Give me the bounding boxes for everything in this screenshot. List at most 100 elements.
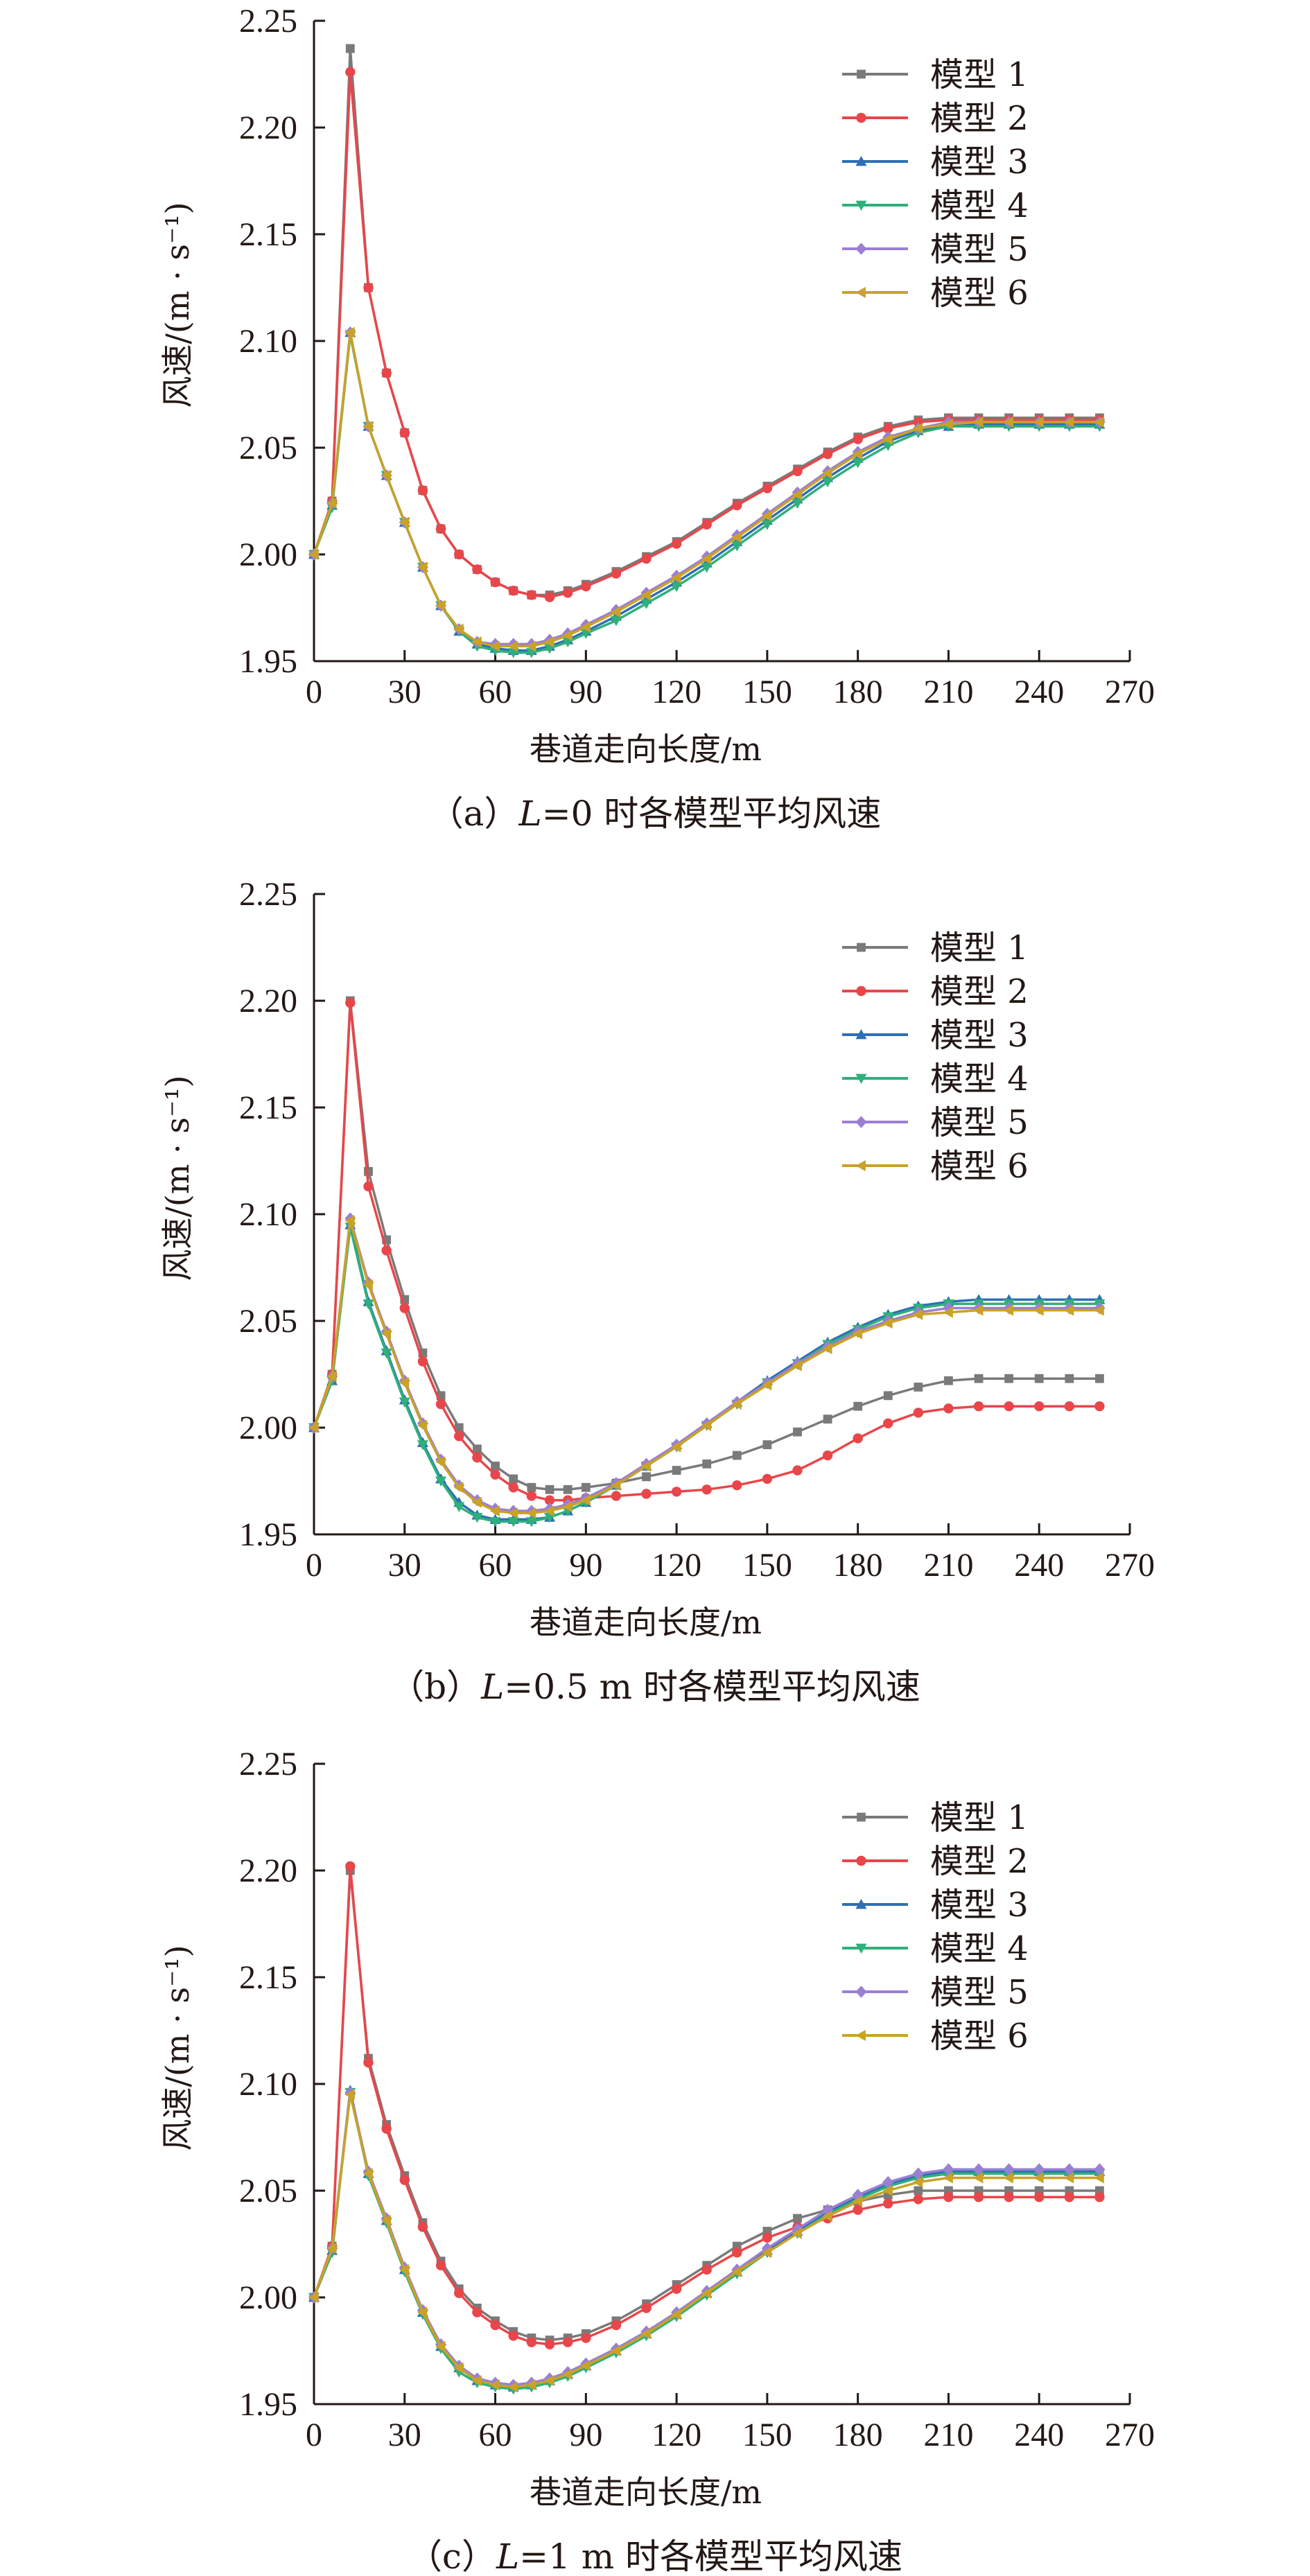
data-point — [914, 1383, 923, 1392]
data-point — [489, 1517, 501, 1527]
data-point — [1063, 1304, 1074, 1316]
legend-label: 模型 3 — [930, 1886, 1029, 1925]
data-point — [853, 434, 863, 444]
legend-marker — [856, 985, 866, 997]
data-point — [1063, 2163, 1075, 2175]
data-point — [399, 1397, 410, 1408]
data-point — [640, 599, 652, 609]
legend-marker — [855, 2030, 866, 2041]
data-point — [761, 2247, 772, 2259]
data-point — [562, 2368, 573, 2380]
data-point — [345, 1861, 356, 1872]
y-tick-label: 2.10 — [239, 323, 297, 360]
data-point — [363, 2168, 373, 2180]
data-point — [793, 1427, 802, 1437]
data-point — [363, 1299, 374, 1310]
data-point — [610, 2345, 621, 2356]
legend-marker — [855, 1986, 867, 1998]
legend: 模型 1 模型 2 模型 3 模型 4 模型 5 模型 6 — [842, 55, 1029, 313]
legend: 模型 1 模型 2 模型 3 模型 4 模型 5 模型 6 — [842, 929, 1029, 1186]
legend-marker — [857, 943, 866, 952]
data-point — [399, 1377, 410, 1389]
data-point — [914, 2186, 923, 2196]
data-point — [508, 2331, 518, 2341]
data-point — [381, 2123, 392, 2134]
data-point — [509, 1474, 518, 1484]
data-point — [943, 2192, 954, 2202]
data-point — [1095, 1374, 1104, 1383]
data-point — [792, 1360, 802, 1372]
y-tick-label: 2.05 — [239, 2173, 297, 2209]
data-point — [853, 1433, 863, 1444]
legend-marker — [855, 1116, 867, 1128]
series-line — [313, 2091, 1100, 2387]
data-point — [345, 44, 355, 53]
series-2 — [308, 67, 1105, 602]
data-point — [471, 636, 482, 648]
legend-marker — [857, 1812, 866, 1822]
panel-caption: （c）L=1 m 时各模型平均风速 — [408, 2536, 902, 2576]
data-point — [471, 2375, 482, 2387]
y-tick-label: 2.00 — [239, 536, 297, 573]
legend-label: 模型 6 — [930, 1147, 1029, 1186]
data-point — [489, 2379, 500, 2391]
y-tick-label: 1.95 — [239, 2386, 297, 2423]
data-point — [852, 458, 864, 468]
x-tick-label: 210 — [923, 2417, 973, 2453]
data-point — [944, 1376, 953, 1385]
data-point — [732, 1451, 742, 1460]
data-point — [1063, 2172, 1074, 2184]
data-point — [912, 2176, 923, 2188]
data-point — [1033, 2172, 1044, 2184]
data-point — [472, 1452, 482, 1463]
data-point — [822, 449, 833, 459]
caption-prefix: （a） — [429, 794, 519, 834]
data-point — [974, 1374, 984, 1383]
data-point — [611, 2320, 622, 2331]
y-tick-label: 2.20 — [239, 1852, 297, 1889]
legend-label: 模型 6 — [930, 2017, 1029, 2056]
x-tick-label: 120 — [652, 2417, 701, 2453]
data-point — [435, 2340, 446, 2352]
data-point — [1094, 2172, 1104, 2184]
data-point — [761, 520, 773, 530]
data-point — [822, 1450, 833, 1461]
data-point — [792, 466, 803, 477]
data-point — [526, 1491, 537, 1501]
legend-marker — [855, 1029, 867, 1040]
data-point — [1004, 2192, 1014, 2202]
data-point — [1003, 417, 1014, 428]
data-point — [363, 282, 374, 293]
caption-variable: L — [496, 2536, 519, 2576]
data-point — [454, 2288, 464, 2299]
data-point — [381, 1348, 392, 1359]
y-axis-title: 风速/(m · s⁻¹) — [159, 1945, 196, 2150]
data-point — [973, 2172, 984, 2184]
data-point — [363, 2058, 374, 2068]
legend-label: 模型 4 — [930, 1060, 1029, 1098]
data-point — [611, 568, 622, 579]
data-point — [943, 2163, 954, 2175]
data-point — [525, 2379, 536, 2391]
data-point — [399, 2175, 410, 2185]
data-point — [417, 1356, 428, 1367]
data-point — [544, 636, 554, 648]
data-point — [399, 516, 410, 528]
x-tick-label: 30 — [388, 674, 421, 710]
data-point — [471, 1496, 482, 1508]
legend-label: 模型 5 — [930, 1103, 1029, 1142]
data-point — [1063, 417, 1074, 428]
x-tick-label: 210 — [923, 674, 973, 710]
x-tick-label: 180 — [833, 2417, 883, 2453]
data-point — [490, 577, 500, 588]
legend-label: 模型 2 — [930, 99, 1029, 138]
data-point — [1033, 417, 1044, 428]
data-point — [912, 2167, 924, 2180]
data-point — [507, 1507, 518, 1519]
y-tick-label: 2.15 — [239, 1089, 297, 1126]
data-point — [326, 498, 337, 509]
legend-label: 模型 5 — [930, 230, 1029, 269]
legend-label: 模型 1 — [930, 929, 1029, 967]
x-tick-label: 30 — [388, 2417, 421, 2453]
data-point — [417, 1440, 428, 1451]
